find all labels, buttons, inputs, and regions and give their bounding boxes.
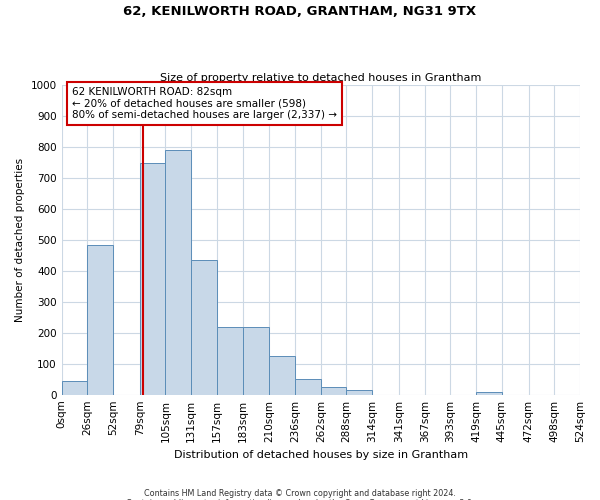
Bar bbox=[321, 387, 346, 394]
Bar bbox=[295, 378, 321, 394]
Text: Contains public sector information licensed under the Open Government Licence v3: Contains public sector information licen… bbox=[126, 498, 474, 500]
Title: Size of property relative to detached houses in Grantham: Size of property relative to detached ho… bbox=[160, 73, 481, 83]
Bar bbox=[346, 390, 372, 394]
Bar bbox=[87, 244, 113, 394]
Bar bbox=[242, 326, 269, 394]
Bar bbox=[191, 260, 217, 394]
Bar bbox=[269, 356, 295, 395]
Text: 62 KENILWORTH ROAD: 82sqm
← 20% of detached houses are smaller (598)
80% of semi: 62 KENILWORTH ROAD: 82sqm ← 20% of detac… bbox=[72, 86, 337, 120]
Bar bbox=[140, 162, 166, 394]
Bar bbox=[166, 150, 191, 394]
Bar bbox=[476, 392, 502, 394]
Y-axis label: Number of detached properties: Number of detached properties bbox=[15, 158, 25, 322]
Bar bbox=[217, 326, 242, 394]
X-axis label: Distribution of detached houses by size in Grantham: Distribution of detached houses by size … bbox=[174, 450, 468, 460]
Bar bbox=[62, 381, 87, 394]
Text: 62, KENILWORTH ROAD, GRANTHAM, NG31 9TX: 62, KENILWORTH ROAD, GRANTHAM, NG31 9TX bbox=[124, 5, 476, 18]
Text: Contains HM Land Registry data © Crown copyright and database right 2024.: Contains HM Land Registry data © Crown c… bbox=[144, 488, 456, 498]
